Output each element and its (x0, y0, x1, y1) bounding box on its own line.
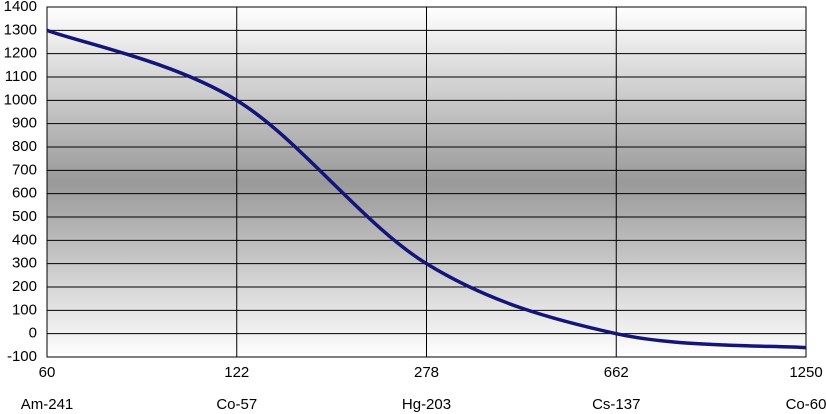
y-tick-label: 1400 (4, 0, 37, 15)
y-tick-label: 600 (12, 185, 37, 202)
y-tick-label: 500 (12, 208, 37, 225)
x-tick-label: 1250 (789, 364, 822, 381)
y-tick-label: 100 (12, 301, 37, 318)
y-tick-label: 1000 (4, 91, 37, 108)
line (46, 28, 807, 350)
y-tick-label: 1300 (4, 21, 37, 38)
y-tick-label: 0 (29, 325, 37, 342)
x-sublabel: Cs-137 (592, 396, 640, 413)
y-tick-label: 900 (12, 115, 37, 132)
y-tick-label: 300 (12, 255, 37, 272)
y-tick-label: 400 (12, 231, 37, 248)
x-sublabel: Hg-203 (402, 396, 451, 413)
x-tick-label: 662 (604, 364, 629, 381)
x-tick-label: 60 (39, 364, 56, 381)
y-tick-label: 200 (12, 278, 37, 295)
y-tick-label: -100 (7, 348, 37, 365)
x-tick-label: 122 (224, 364, 249, 381)
y-tick-label: 700 (12, 161, 37, 178)
y-tick-label: 1200 (4, 45, 37, 62)
plot-border (46, 6, 807, 358)
x-tick-label: 278 (414, 364, 439, 381)
x-sublabel: Co-57 (216, 396, 257, 413)
x-sublabel: Am-241 (21, 396, 74, 413)
y-tick-label: 800 (12, 138, 37, 155)
x-sublabel: Co-60 (786, 396, 826, 413)
y-tick-label: 1100 (5, 68, 37, 85)
